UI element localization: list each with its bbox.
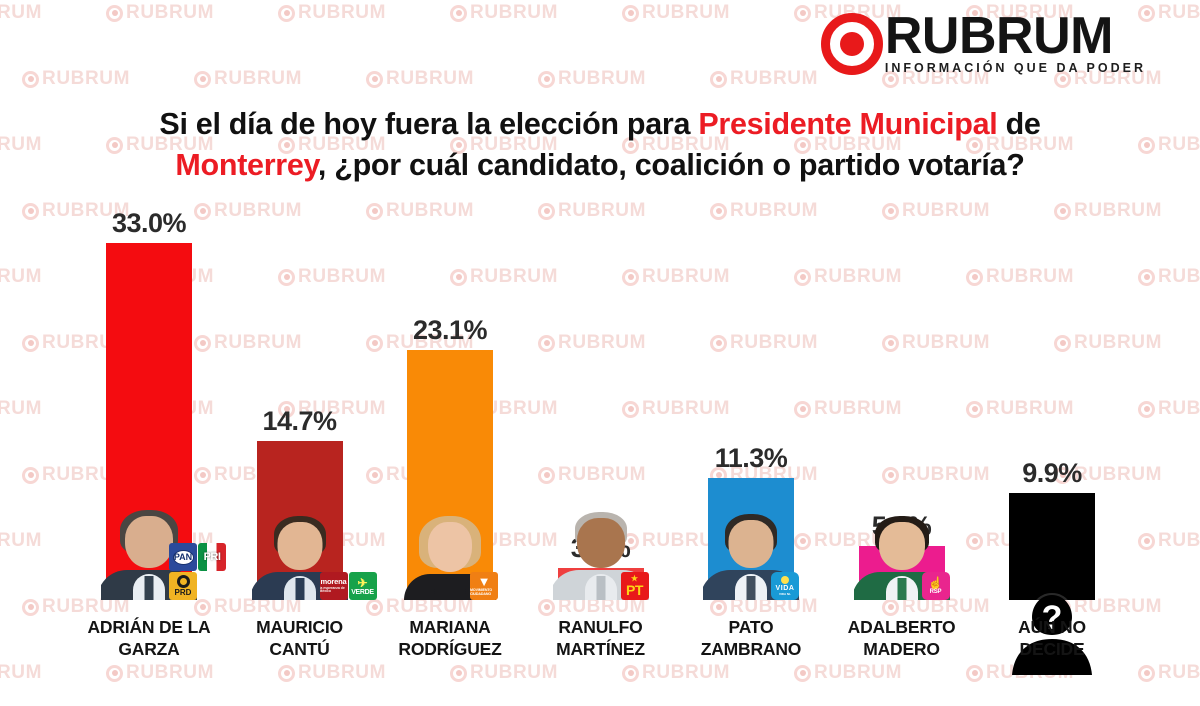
page-title: Si el día de hoy fuera la elección para … [0,104,1200,185]
bar-chart: 33.0% PAN PRI PRD ADRIÁN DE LA GARZA 14.7% more… [72,0,1129,675]
rsp-party-logo: ☝ RSP [921,572,950,600]
pan-party-logo: PAN [169,543,197,571]
mc-bird-icon: ▼ [477,574,491,590]
verde-label: VERDE [351,588,374,596]
mc-party-logo: ▼ MOVIMIENTO CIUDADANO [470,572,498,600]
candidate-name-line1: ADALBERTO [847,617,956,638]
title-highlight-cargo: Presidente Municipal [698,107,998,141]
vida-subtitle: VIDA NL [779,592,791,596]
morena-subtitle: la esperanza de México [319,585,345,594]
prd-sun-icon [176,575,190,588]
pan-emblem-icon: PAN [172,549,194,565]
svg-text:?: ? [1042,599,1063,637]
candidate-name: ADRIÁN DE LA GARZA [72,617,226,660]
vida-label: VIDA [775,585,795,592]
bar-value-label: 23.1% [412,315,488,346]
pt-star-icon: ★ [630,574,639,583]
party-logos: ★ PT [620,572,651,600]
vida-party-logo: VIDA VIDA NL [771,572,799,600]
vida-dot-icon [781,576,789,584]
chart-column[interactable]: 23.1% ▼ MOVIMIENTO CIUDADANO MARIANA RODRÍGU… [373,0,527,675]
candidate-name-line2: CANTÚ [269,638,330,659]
bar-7[interactable] [1009,492,1095,600]
candidate-name: ADALBERTO MADERO [825,617,979,660]
candidate-face [428,522,472,572]
chart-column[interactable]: 14.7% morena la esperanza de México ✈ VERDE M… [223,0,377,675]
candidate-tie [596,576,605,600]
rsp-thumb-icon: ☝ [928,576,943,590]
candidate-photo [251,508,348,600]
prd-party-logo: PRD [169,572,197,600]
bar-value-label: 11.3% [714,442,788,473]
candidate-tie [897,578,906,600]
rubrum-logo: RUBRUM INFORMACIÓN QUE DA PODER [820,7,1148,76]
prd-label: PRD [174,588,192,597]
candidate-face [576,518,625,568]
logo-text-block: RUBRUM INFORMACIÓN QUE DA PODER [884,7,1148,76]
brand-tagline: INFORMACIÓN QUE DA PODER [884,61,1146,76]
bar-value-label: 14.7% [262,405,337,436]
candidate-face [728,520,774,568]
target-circle-icon [820,13,883,75]
party-logos: ▼ MOVIMIENTO CIUDADANO [470,572,500,600]
title-line1: Si el día de hoy fuera la elección para … [159,107,1040,141]
candidate-name: RANULFO MARTÍNEZ [524,617,678,660]
verde-party-logo: ✈ VERDE [348,572,377,600]
title-part-1: Si el día de hoy fuera la elección para [159,107,699,141]
verde-toucan-icon: ✈ [357,575,368,590]
candidate-name-line1: MARIANA [409,617,491,638]
bar-value-label: 9.9% [1022,457,1082,488]
party-logos: VIDA VIDA NL [771,572,801,600]
mc-label: MOVIMIENTO CIUDADANO [470,588,493,596]
candidate-face [125,516,173,568]
candidate-name-line1: AÚN NO [1018,617,1086,638]
candidate-tie [144,576,154,600]
candidate-name-line1: ADRIÁN DE LA [87,617,211,638]
candidate-tie [445,580,455,600]
title-part-3: , ¿por cuál candidato, coalición o parti… [317,147,1025,182]
candidate-photo [101,508,197,600]
pt-label: PT [626,582,643,598]
chart-column[interactable]: 11.3% VIDA VIDA NL PATO ZAMBRANO [674,0,828,675]
candidate-tie [295,578,304,600]
candidate-name: AÚN NO DECIDE [975,617,1129,660]
title-highlight-city: Monterrey [175,147,318,182]
brand-name: RUBRUM [884,7,1114,65]
candidate-photo [552,508,649,600]
candidate-photo [853,508,950,600]
morena-party-logo: morena la esperanza de México [319,572,348,600]
pt-party-logo: ★ PT [620,572,649,600]
title-part-2: de [997,107,1041,141]
rsp-label: RSP [929,589,942,595]
chart-column[interactable]: 9.9%? AÚN NO DECIDE [975,0,1129,675]
candidate-name-line2: ZAMBRANO [700,638,802,659]
candidate-name: PATO ZAMBRANO [674,617,828,660]
candidate-name-line2: MADERO [863,638,940,659]
party-logos: ☝ RSP [921,572,952,600]
candidate-name-line2: RODRÍGUEZ [398,638,502,659]
candidate-face [878,522,925,570]
candidate-tie [746,576,756,600]
pri-party-logo: PRI [198,543,226,571]
candidate-photo [703,508,799,600]
bar-value-label: 33.0% [111,208,187,238]
candidate-name: MARIANA RODRÍGUEZ [373,617,527,660]
candidate-name-line1: PATO [728,617,774,638]
title-line2: Monterrey, ¿por cuál candidato, coalició… [175,148,1024,182]
unknown-person-icon: ? [1004,583,1100,675]
candidate-name-line2: DECIDE [1019,638,1085,659]
party-logos: morena la esperanza de México ✈ VERDE [319,572,378,600]
candidate-name-line1: MAURICIO [256,617,343,638]
candidate-photo [402,508,498,600]
chart-column[interactable]: 33.0% PAN PRI PRD ADRIÁN DE LA GARZA [72,0,226,675]
candidate-name: MAURICIO CANTÚ [223,617,377,660]
candidate-face [277,522,322,570]
candidate-name-line2: GARZA [118,638,180,659]
candidate-name-line2: MARTÍNEZ [556,638,645,659]
candidate-name-line1: RANULFO [558,617,643,638]
morena-label: morena [320,577,347,587]
party-logos: PAN PRI PRD [169,543,227,600]
